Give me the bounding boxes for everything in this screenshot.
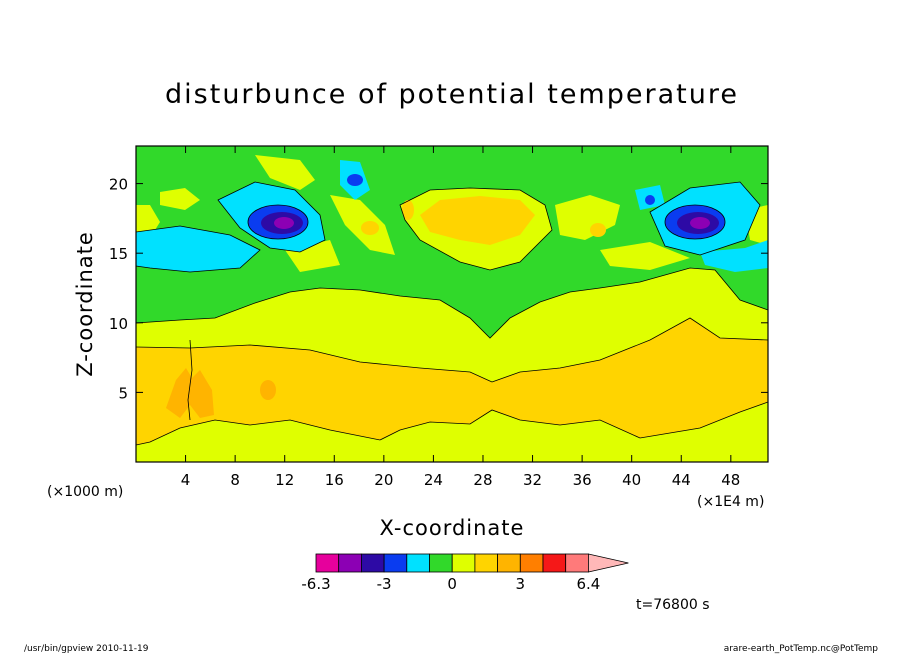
colorbar-tick-label: 3 — [516, 575, 526, 593]
colorbar-swatch — [429, 553, 453, 573]
gold-spot-3 — [590, 223, 606, 237]
cyan-left-low — [136, 226, 260, 272]
x-axis-label: X-coordinate — [380, 516, 525, 540]
colorbar-swatch — [360, 553, 385, 573]
footer-left: /usr/bin/gpview 2010-11-19 — [24, 644, 149, 654]
x-unit-left: (×1000 m) — [47, 484, 123, 500]
gold-spot-1 — [361, 221, 379, 235]
y-axis: 5 10 15 20 — [109, 176, 768, 402]
contour-lines — [136, 181, 768, 446]
colorbar-tick-label: -6.3 — [301, 575, 330, 593]
footer-right: arare-earth_PotTemp.nc@PotTemp — [724, 644, 879, 654]
blue-spot-1 — [347, 174, 363, 186]
colorbar-swatch — [451, 553, 476, 573]
orange-pocket — [166, 368, 214, 418]
x-tick-label: 8 — [230, 471, 240, 489]
colorbar: -6.3 -3 0 3 6.4 — [301, 553, 629, 593]
plot-frame — [135, 145, 769, 463]
x-tick-label: 24 — [424, 471, 443, 489]
y-axis-label: Z-coordinate — [73, 231, 97, 377]
chart-title: disturbunce of potential temperature — [165, 79, 739, 110]
streak-yellow-6 — [600, 242, 690, 270]
colorbar-arrow — [588, 553, 629, 573]
streak-yellow-4 — [160, 188, 200, 210]
colorbar-tick-label: -3 — [377, 575, 392, 593]
colorbar-swatch — [338, 553, 362, 573]
cyan-right-low — [700, 240, 768, 272]
colorbar-swatch — [383, 553, 408, 573]
y-tick-label: 20 — [109, 176, 128, 194]
upper-gold — [420, 196, 535, 245]
x-axis: 4 8 12 16 20 24 28 32 36 40 44 48 — [181, 146, 740, 489]
colorbar-swatch — [406, 553, 430, 573]
x-tick-label: 28 — [473, 471, 492, 489]
colorbar-swatch — [497, 553, 521, 573]
x-tick-label: 40 — [622, 471, 641, 489]
x-tick-label: 44 — [672, 471, 691, 489]
y-tick-label: 10 — [109, 315, 128, 333]
colorbar-swatch — [519, 553, 544, 573]
colorbar-tick-label: 6.4 — [576, 575, 600, 593]
x-tick-label: 16 — [325, 471, 344, 489]
colorbar-swatch — [565, 553, 589, 573]
time-label: t=76800 s — [636, 597, 710, 613]
colorbar-swatch — [542, 553, 567, 573]
x-tick-label: 48 — [721, 471, 740, 489]
colorbar-swatch — [474, 553, 498, 573]
x-tick-label: 20 — [374, 471, 393, 489]
orange-spot — [260, 380, 276, 400]
streak-yellow-1 — [255, 155, 315, 190]
x-unit-right: (×1E4 m) — [697, 494, 764, 510]
blue-spot-2 — [645, 195, 655, 205]
y-tick-label: 15 — [109, 245, 128, 263]
colorbar-swatch — [315, 553, 340, 573]
x-tick-label: 36 — [573, 471, 592, 489]
contour-field — [136, 146, 768, 462]
purple-core-left — [274, 217, 294, 229]
purple-core-right — [690, 217, 710, 229]
band-gold — [136, 318, 768, 445]
colorbar-tick-label: 0 — [447, 575, 457, 593]
x-tick-label: 4 — [181, 471, 191, 489]
x-tick-label: 32 — [523, 471, 542, 489]
gold-spot-2 — [402, 200, 414, 220]
y-tick-label: 5 — [118, 384, 128, 402]
x-tick-label: 12 — [275, 471, 294, 489]
